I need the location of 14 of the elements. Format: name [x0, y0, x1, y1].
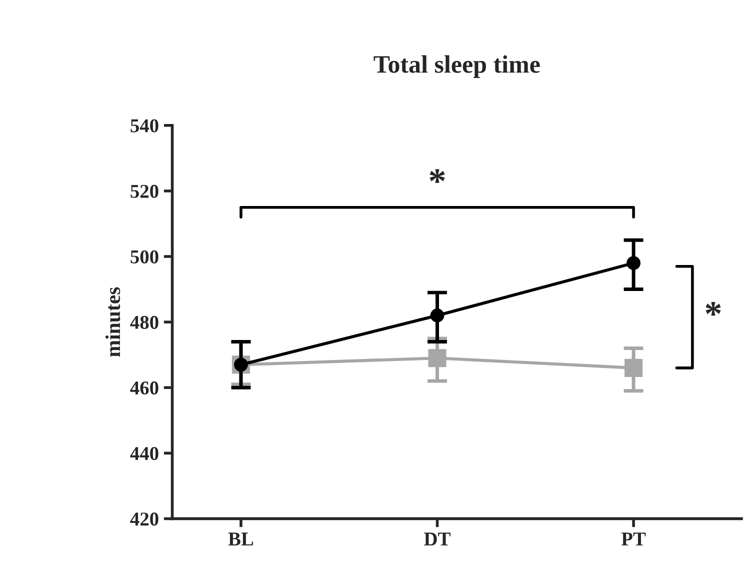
y-tick-label: 520 [130, 184, 158, 198]
x-tick-label: BL [228, 532, 254, 546]
y-axis-title: minutes [105, 287, 120, 357]
y-tick-label: 540 [130, 119, 158, 132]
y-tick-label: 440 [130, 446, 158, 460]
y-tick-label: 420 [130, 512, 158, 526]
x-tick-label: PT [621, 532, 646, 546]
y-tick-label: 480 [130, 316, 158, 329]
text: * [706, 302, 721, 316]
chart-title: Total sleep time [374, 55, 540, 78]
annotation: * [430, 169, 445, 183]
y-tick-label: 460 [130, 381, 158, 395]
x-tick-label: DT [424, 532, 450, 546]
y-tick-label: 500 [130, 250, 158, 264]
